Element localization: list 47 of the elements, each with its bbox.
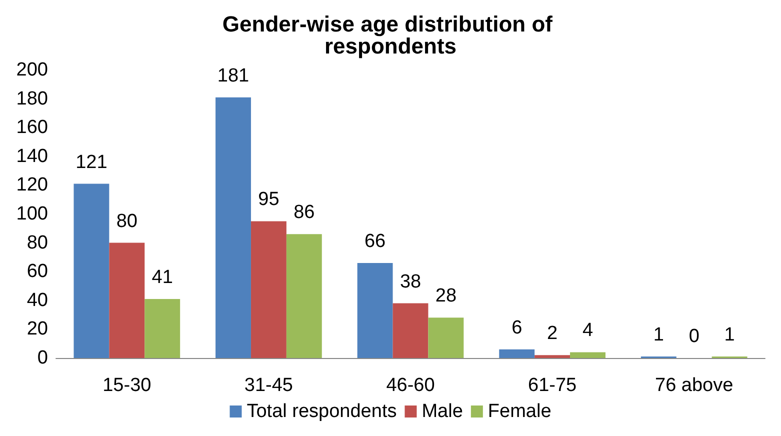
legend-label: Female [488, 401, 552, 422]
x-tick-label: 31-45 [244, 375, 294, 396]
x-tick-label: 61-75 [528, 375, 577, 396]
x-tick-label: 76 above [655, 375, 734, 396]
y-tick-label: 0 [37, 348, 48, 368]
y-tick-label: 20 [26, 318, 48, 340]
bar [250, 221, 286, 358]
bar [357, 262, 393, 358]
y-tick-label: 60 [26, 261, 48, 282]
data-label: 86 [294, 202, 315, 224]
x-tick-label: 46-60 [386, 375, 435, 396]
data-label: 1 [653, 324, 664, 346]
y-tick-label: 100 [16, 204, 48, 224]
data-label: 0 [688, 326, 700, 347]
y-tick-label: 120 [16, 174, 48, 196]
x-tick-label: 15-30 [102, 375, 152, 396]
chart-title: Gender-wise age distribution of respondents [222, 12, 559, 58]
bar [428, 318, 464, 358]
data-label: 95 [258, 189, 280, 210]
data-label: 4 [582, 320, 594, 342]
data-label: 181 [217, 65, 250, 86]
data-label: 41 [152, 266, 173, 288]
y-tick-label: 160 [16, 117, 48, 138]
legend-label: Male [422, 401, 463, 422]
y-tick-label: 200 [16, 60, 48, 80]
bar [570, 352, 606, 358]
data-label: 38 [400, 271, 422, 292]
data-label: 2 [547, 323, 558, 344]
y-tick-label: 80 [26, 232, 48, 254]
data-label: 6 [512, 317, 522, 338]
bar [216, 97, 251, 358]
data-label: 80 [116, 210, 138, 232]
bar [534, 355, 570, 358]
bar [74, 184, 110, 358]
y-tick-label: 140 [16, 146, 48, 167]
legend-label: Total respondents [246, 401, 397, 422]
data-label: 121 [76, 152, 108, 173]
y-tick-label: 180 [16, 88, 48, 110]
bar [499, 349, 535, 358]
bar [109, 242, 145, 358]
bar [144, 298, 180, 358]
data-label: 28 [435, 286, 457, 307]
data-label: 1 [724, 324, 735, 346]
bar [286, 234, 322, 358]
y-tick-label: 40 [26, 290, 48, 311]
bar [392, 303, 428, 358]
data-label: 66 [364, 230, 386, 252]
